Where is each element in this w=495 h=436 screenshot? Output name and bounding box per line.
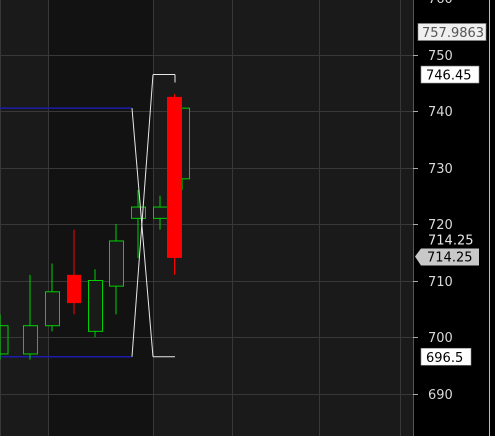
candle [153, 206, 168, 219]
price-tag-box [415, 248, 479, 266]
price-tag: 714.25 [415, 248, 479, 266]
price-axis[interactable] [413, 0, 495, 436]
candle [167, 96, 182, 258]
candle [23, 325, 38, 355]
price-tag: 714.25 [428, 233, 474, 248]
candle [0, 325, 9, 355]
y-tick-label: 700 [428, 331, 453, 346]
y-tick-label: 720 [428, 218, 453, 233]
price-tag: 746.45 [420, 65, 480, 84]
price-tag: 757.9863 [417, 23, 487, 41]
price-tag-box [420, 347, 472, 366]
candle [88, 280, 103, 332]
y-tick-label: 730 [428, 162, 453, 177]
price-tag-label: 714.25 [428, 233, 474, 248]
price-tag-label: 757.9863 [422, 26, 484, 41]
price-tag-label: 714.25 [427, 250, 473, 265]
grid-lines [0, 0, 413, 436]
range-lines [0, 107, 132, 358]
y-tick-label: 690 [428, 388, 453, 403]
price-tags: 757.9863 746.45 714.25 714.25 696.5 [415, 23, 487, 366]
candle [45, 291, 60, 327]
price-tag: 696.5 [420, 347, 472, 366]
projection-line [131, 108, 154, 357]
projection-lines [131, 74, 176, 358]
candle [67, 274, 81, 304]
price-tag-label: 746.45 [426, 69, 472, 84]
y-tick-label: 740 [428, 105, 453, 120]
price-tag-label: 696.5 [426, 351, 463, 366]
candle [109, 240, 124, 287]
y-tick-label: 760 [428, 0, 453, 7]
y-axis-ticks: 690 700 710 720 730 740 750 760 [413, 0, 453, 403]
price-tag-box [417, 23, 487, 41]
y-tick-label: 710 [428, 275, 453, 290]
y-tick-label: 750 [428, 49, 453, 64]
price-tag-box [420, 65, 480, 84]
projection-line [131, 74, 154, 357]
candles [0, 94, 190, 360]
candle [131, 206, 146, 219]
